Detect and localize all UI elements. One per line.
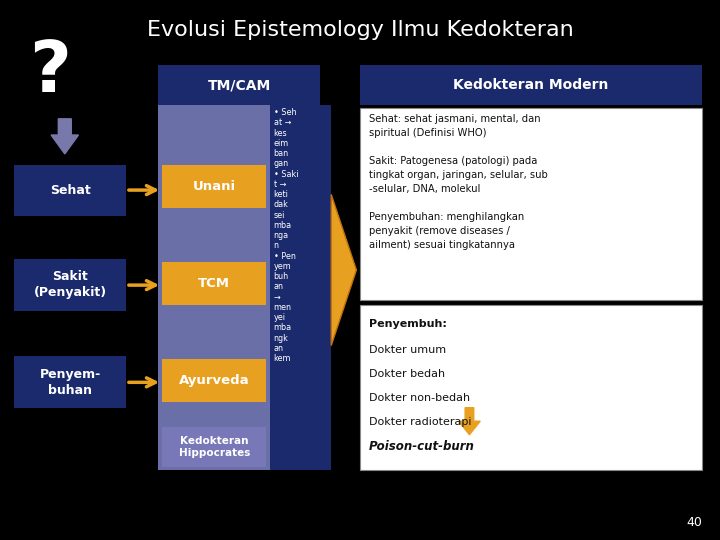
Text: Ayurveda: Ayurveda bbox=[179, 374, 250, 387]
Polygon shape bbox=[331, 194, 356, 346]
Text: Kedokteran Modern: Kedokteran Modern bbox=[454, 78, 608, 92]
Text: TM/CAM: TM/CAM bbox=[208, 78, 271, 92]
Text: Poison-cut-burn: Poison-cut-burn bbox=[369, 440, 474, 453]
Text: Evolusi Epistemology Ilmu Kedokteran: Evolusi Epistemology Ilmu Kedokteran bbox=[147, 19, 573, 40]
FancyBboxPatch shape bbox=[360, 65, 702, 105]
Text: TCM: TCM bbox=[198, 277, 230, 290]
Text: Sehat: Sehat bbox=[50, 184, 91, 197]
FancyBboxPatch shape bbox=[162, 262, 266, 305]
FancyBboxPatch shape bbox=[14, 165, 126, 216]
Text: Sakit
(Penyakit): Sakit (Penyakit) bbox=[34, 271, 107, 299]
FancyBboxPatch shape bbox=[162, 165, 266, 208]
FancyBboxPatch shape bbox=[162, 359, 266, 402]
Text: Dokter umum: Dokter umum bbox=[369, 345, 446, 355]
FancyBboxPatch shape bbox=[14, 259, 126, 310]
Text: Penyembuh:: Penyembuh: bbox=[369, 319, 446, 329]
Text: Unani: Unani bbox=[193, 180, 235, 193]
FancyBboxPatch shape bbox=[162, 427, 266, 467]
Text: Kedokteran
Hippocrates: Kedokteran Hippocrates bbox=[179, 436, 250, 458]
FancyBboxPatch shape bbox=[360, 305, 702, 470]
FancyArrow shape bbox=[51, 119, 78, 154]
FancyBboxPatch shape bbox=[158, 65, 320, 105]
Text: Dokter bedah: Dokter bedah bbox=[369, 369, 445, 379]
FancyArrow shape bbox=[459, 408, 480, 435]
FancyBboxPatch shape bbox=[270, 105, 331, 470]
Text: • Seh
at →
kes
eim
ban
gan
• Saki
t →
keti
dak
sei
mba
nga
n
• Pen
yem
buh
an
→
: • Seh at → kes eim ban gan • Saki t → ke… bbox=[274, 108, 298, 363]
Text: Sehat: sehat jasmani, mental, dan
spiritual (Definisi WHO)

Sakit: Patogenesa (p: Sehat: sehat jasmani, mental, dan spirit… bbox=[369, 114, 547, 251]
FancyBboxPatch shape bbox=[158, 105, 270, 470]
Text: Dokter radioterapi: Dokter radioterapi bbox=[369, 417, 471, 428]
Text: Penyem-
buhan: Penyem- buhan bbox=[40, 368, 101, 396]
FancyBboxPatch shape bbox=[360, 108, 702, 300]
FancyBboxPatch shape bbox=[14, 356, 126, 408]
Text: ?: ? bbox=[30, 38, 71, 107]
Text: Dokter non-bedah: Dokter non-bedah bbox=[369, 393, 469, 403]
Text: 40: 40 bbox=[686, 516, 702, 529]
